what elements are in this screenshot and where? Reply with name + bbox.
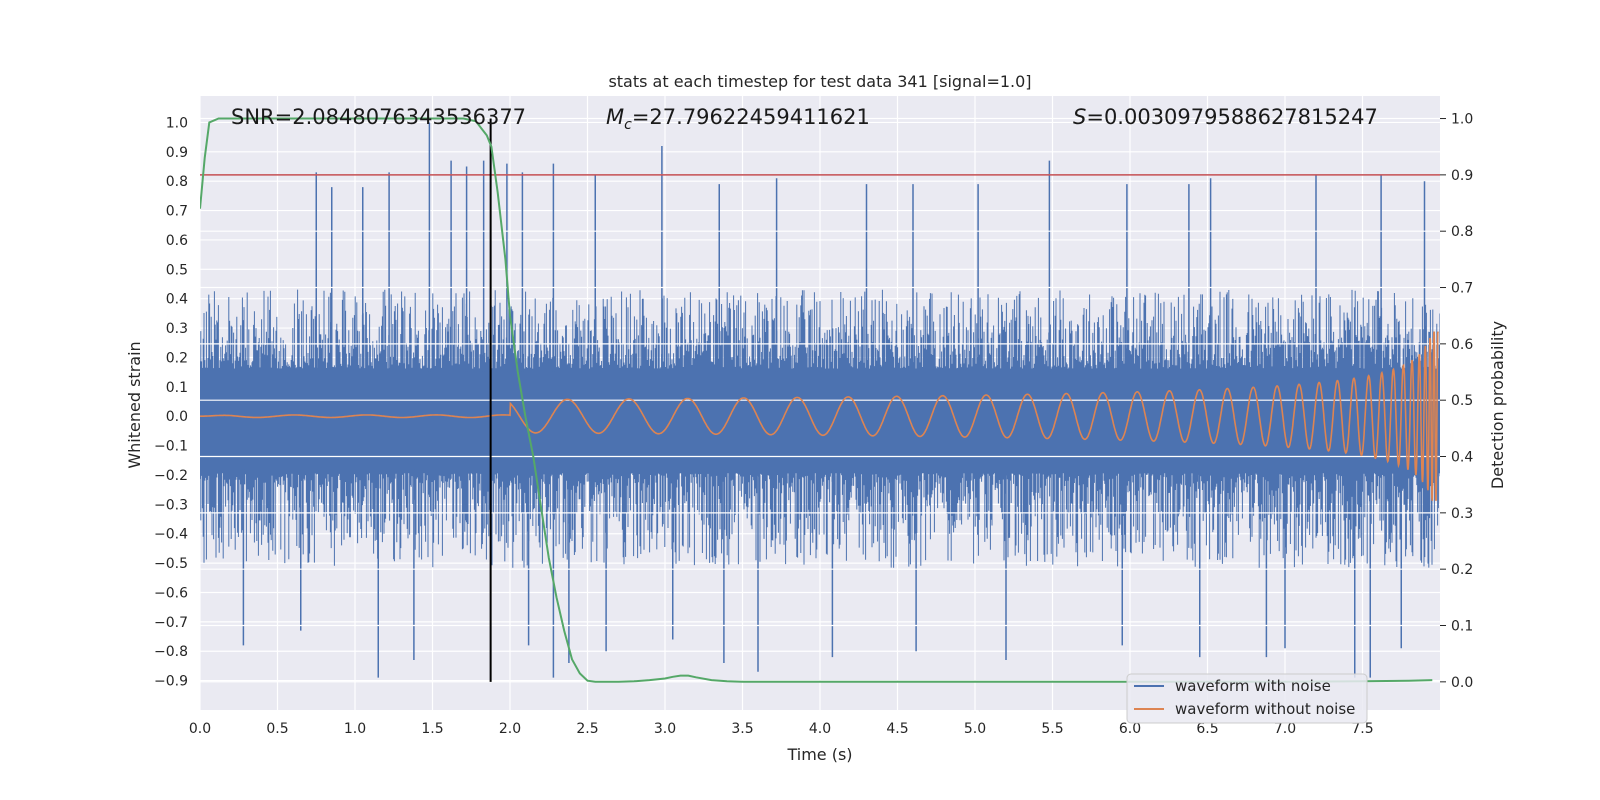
score-annotation: S=0.0030979588627815247 (1073, 105, 1378, 129)
x-tick-label: 3.0 (654, 721, 676, 737)
x-tick-label: 4.0 (809, 721, 831, 737)
y-tick-label: 0.2 (166, 350, 188, 366)
y-tick-label: 0.1 (166, 380, 188, 396)
noisy-waveform-series (200, 122, 1440, 678)
y-tick-label: 0.3 (166, 321, 188, 337)
y-tick-label: 0.4 (166, 292, 188, 308)
y2-tick-label: 0.4 (1451, 450, 1473, 466)
x-tick-label: 2.5 (576, 721, 598, 737)
y2-tick-label: 0.7 (1451, 281, 1473, 297)
y2-tick-label: 0.9 (1451, 168, 1473, 184)
legend-label-noise: waveform with noise (1175, 677, 1331, 695)
chirp-mass-symbol: M (606, 105, 624, 129)
y-tick-label: −0.7 (154, 615, 188, 631)
noise-core (200, 371, 1440, 470)
x-tick-label: 1.0 (344, 721, 366, 737)
y2-tick-label: 0.5 (1451, 393, 1473, 409)
x-tick-label: 1.5 (421, 721, 443, 737)
y-tick-label: −0.9 (154, 674, 188, 690)
x-tick-label: 2.0 (499, 721, 521, 737)
y2-tick-label: 0.2 (1451, 562, 1473, 578)
y-tick-label: −0.1 (154, 439, 188, 455)
x-tick-label: 0.5 (266, 721, 288, 737)
x-tick-label: 5.0 (964, 721, 986, 737)
y2-tick-label: 0.6 (1451, 337, 1473, 353)
detection-probability-line (200, 117, 1433, 683)
y-tick-label: 1.0 (166, 115, 188, 131)
clean-waveform-line (200, 331, 1439, 501)
x-tick-label: 4.5 (886, 721, 908, 737)
chirp-mass-value: =27.79622459411621 (632, 105, 870, 129)
chirp-mass-subscript: c (624, 117, 632, 133)
legend-box (1126, 673, 1368, 724)
y-tick-label: 0.9 (166, 145, 188, 161)
x-tick-label: 6.0 (1119, 721, 1141, 737)
x-tick-labels: 0.0 0.5 1.0 1.5 2.0 2.5 3.0 3.5 4.0 4.5 5.0 5.5 6.0 6… (189, 721, 1374, 737)
x-tick-label: 6.5 (1196, 721, 1218, 737)
x-tick-label: 7.0 (1274, 721, 1296, 737)
x-tick-label: 3.5 (731, 721, 753, 737)
x-tick-label: 0.0 (189, 721, 211, 737)
y-tick-label: −0.2 (154, 468, 188, 484)
y-tick-label: −0.8 (154, 644, 188, 660)
y-tick-label: 0.6 (166, 233, 188, 249)
score-symbol: S (1073, 105, 1086, 129)
y2-tick-label: 0.1 (1451, 619, 1473, 635)
y2-tick-label: 1.0 (1451, 112, 1473, 128)
score-value: =0.0030979588627815247 (1086, 105, 1378, 129)
x-tick-label: 5.5 (1041, 721, 1063, 737)
x-tick-label: 7.5 (1351, 721, 1373, 737)
x-axis-label: Time (s) (786, 745, 852, 764)
y-tick-label: 0.7 (166, 204, 188, 220)
y2-tick-labels: 1.0 0.9 0.8 0.7 0.6 0.5 0.4 0.3 0.2 0.1 0.0 (1440, 112, 1473, 691)
y2-axis-label: Detection probability (1488, 321, 1507, 489)
y-tick-label: −0.4 (154, 527, 188, 543)
snr-annotation: SNR=2.0848076343536377 (231, 105, 526, 129)
y2-tick-label: 0.0 (1451, 675, 1473, 691)
legend-label-clean: waveform without noise (1175, 700, 1355, 718)
legend: waveform with noise waveform without noi… (1126, 673, 1368, 724)
y-axis-label: Whitened strain (125, 341, 144, 468)
y2-tick-label: 0.3 (1451, 506, 1473, 522)
chirp-mass-annotation: Mc=27.79622459411621 (606, 105, 870, 133)
y-tick-label: −0.3 (154, 497, 188, 513)
y-tick-label: 0.0 (166, 409, 188, 425)
y-tick-label: 0.5 (166, 262, 188, 278)
y-tick-labels: 1.0 0.9 0.8 0.7 0.6 0.5 0.4 0.3 0.2 0.1 0.0 −0.1 −0.… (154, 115, 188, 689)
y-tick-label: −0.6 (154, 585, 188, 601)
y2-tick-label: 0.8 (1451, 224, 1473, 240)
y-tick-label: −0.5 (154, 556, 188, 572)
y-tick-label: 0.8 (166, 174, 188, 190)
chart-title: stats at each timestep for test data 341… (608, 72, 1031, 91)
